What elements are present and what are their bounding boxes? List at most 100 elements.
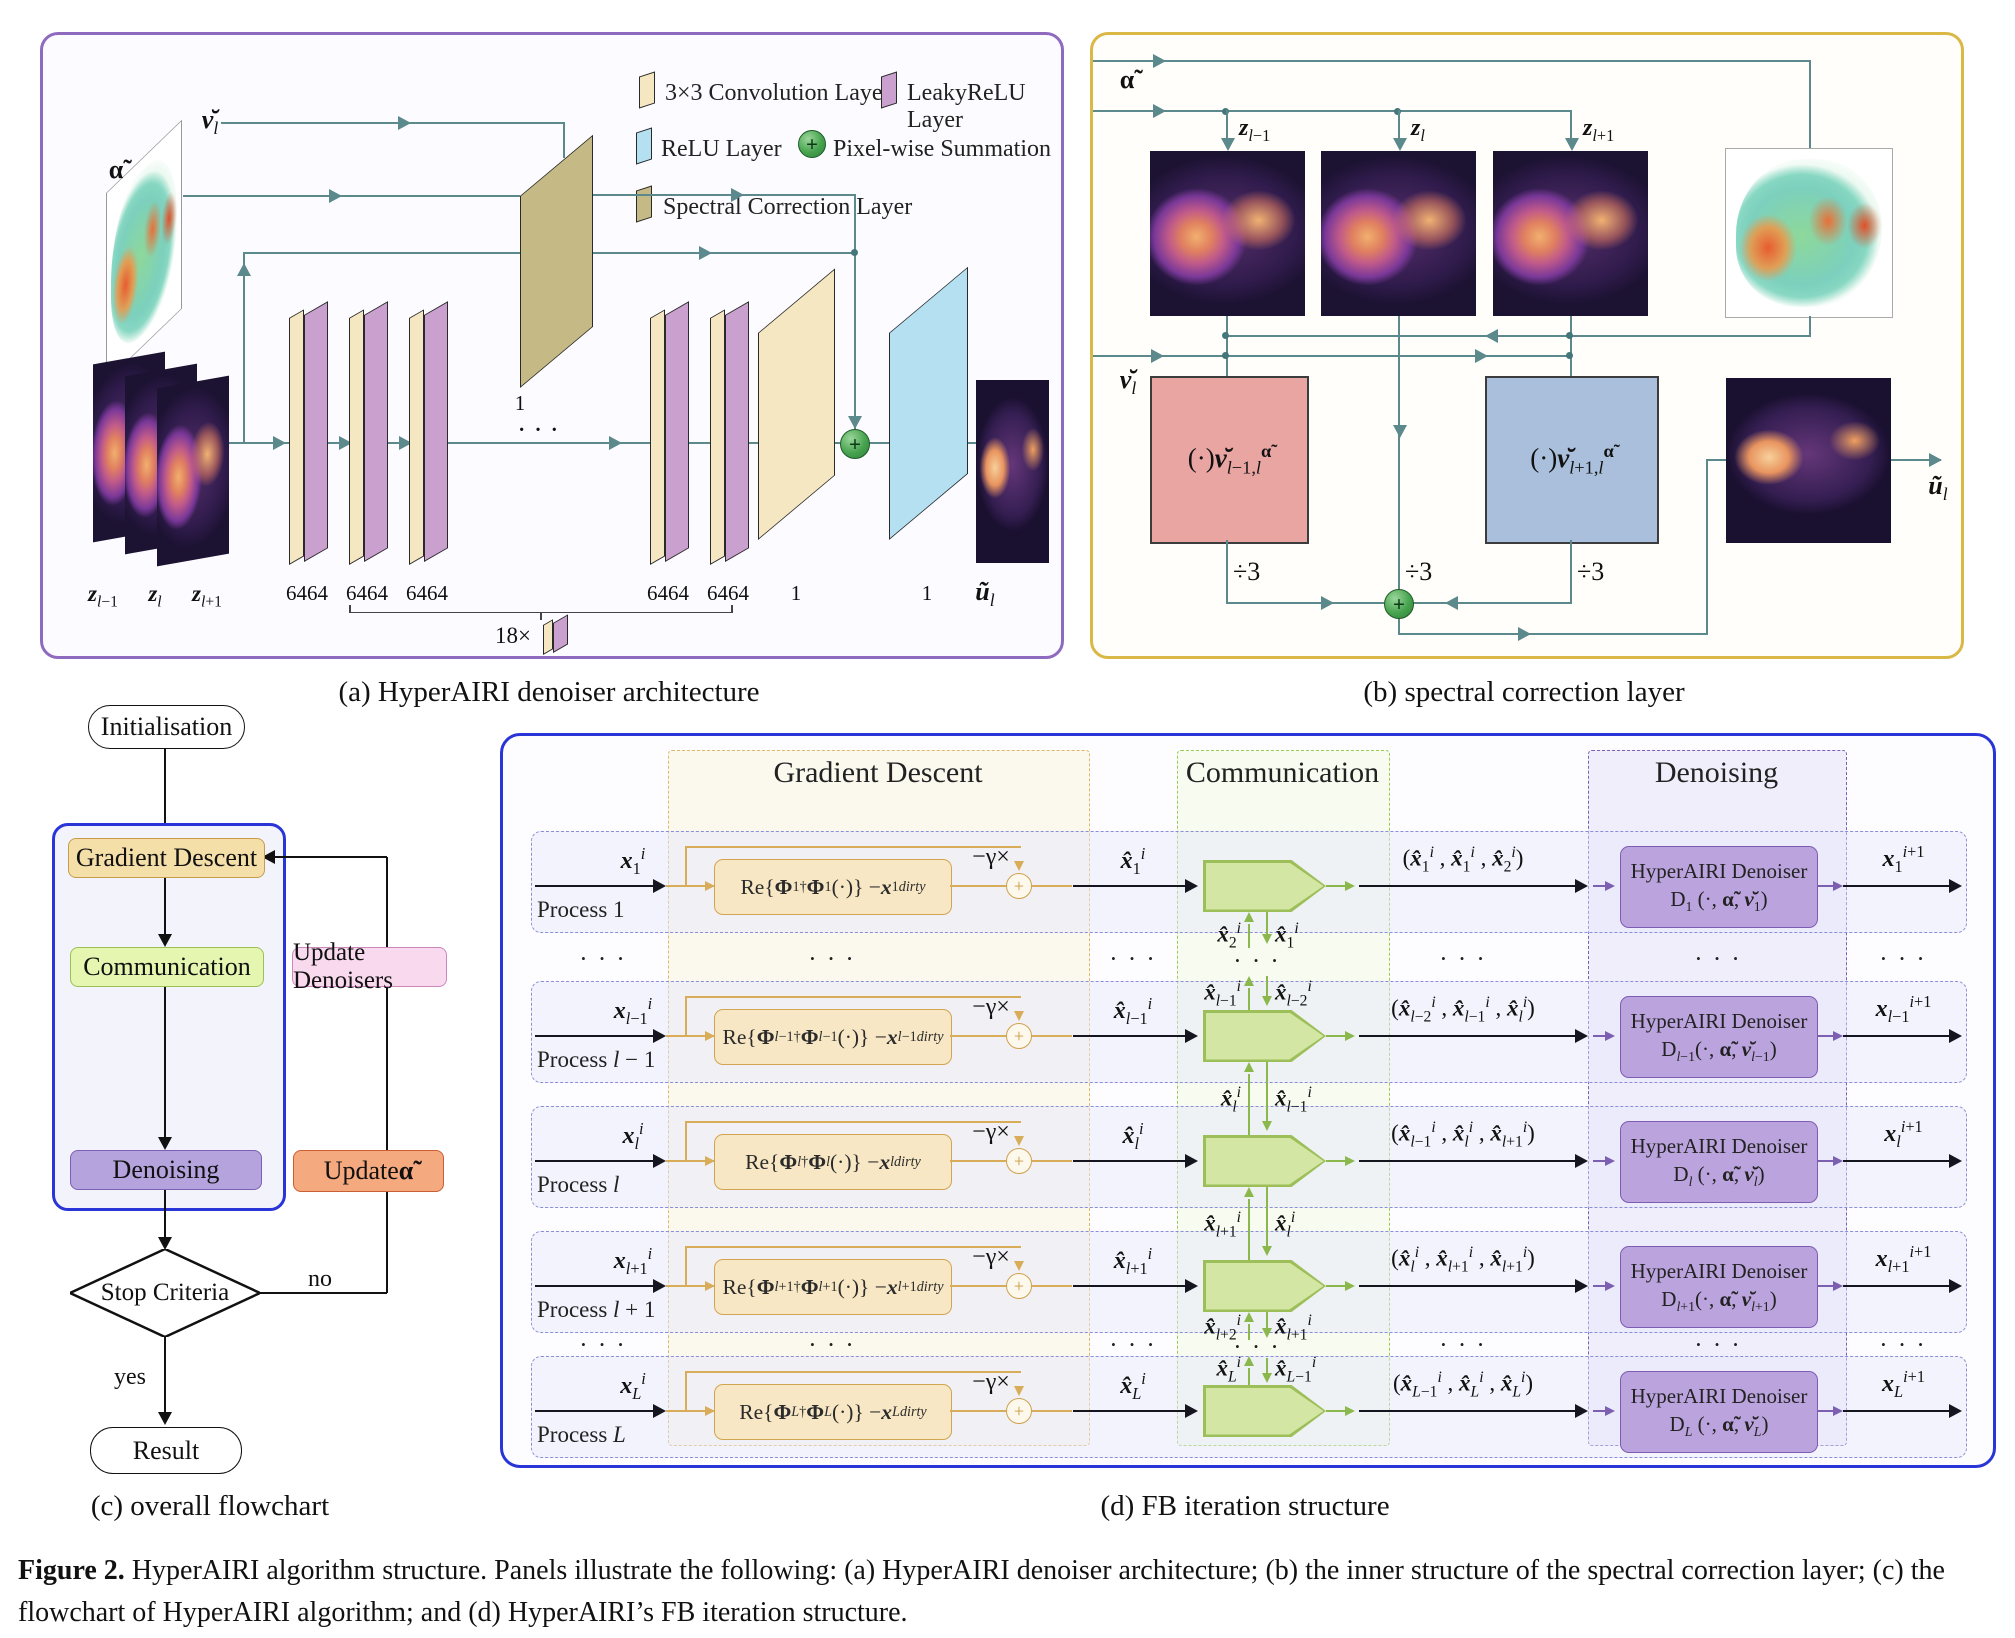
input-label: xli <box>622 1119 644 1153</box>
tuple-label: (x̂L−1i , x̂Li , x̂Li) <box>1392 1369 1534 1401</box>
arrowhead <box>653 879 666 893</box>
arrowhead <box>1244 1187 1254 1197</box>
connector <box>950 1160 1006 1162</box>
sum-node-icon: + <box>798 130 826 158</box>
denoiser-box: HyperAIRI Denoiser Dl (·, α̃, ν̆l) <box>1620 1121 1818 1203</box>
connector <box>950 1410 1006 1412</box>
conv-plate-single <box>758 268 835 540</box>
connector <box>685 1121 1021 1123</box>
connector <box>164 1188 166 1237</box>
connector <box>1570 540 1572 604</box>
update-alpha-node: Update α̃ <box>293 1150 444 1192</box>
z-plus-label: zl+1 <box>192 581 222 611</box>
arrowhead <box>1014 1011 1024 1021</box>
arrowhead <box>1014 1136 1024 1146</box>
output-image <box>976 380 1049 563</box>
brace-tick <box>731 605 733 612</box>
ellipsis: · · · <box>579 946 627 973</box>
connector <box>1266 912 1269 938</box>
xhat-label: x̂li <box>1122 1119 1144 1153</box>
denoiser-name: HyperAIRI Denoiser <box>1630 858 1808 883</box>
alpha-blob <box>1735 159 1883 307</box>
ellipsis: · · · <box>1233 1334 1281 1361</box>
connector <box>1593 885 1611 888</box>
gamma-label: −γ× <box>972 994 1010 1020</box>
arrowhead <box>653 1404 666 1418</box>
figure-caption-text: HyperAIRI algorithm structure. Panels il… <box>18 1555 1945 1628</box>
stop-criteria-label: Stop Criteria <box>100 1279 230 1306</box>
arrowhead <box>1605 1280 1615 1291</box>
connector <box>1093 110 1571 113</box>
process-label: Process 1 <box>537 897 625 922</box>
stop-criteria-diamond <box>70 1249 260 1337</box>
connector <box>221 122 563 124</box>
arrowhead <box>1153 104 1166 118</box>
conv-plate <box>289 309 304 565</box>
connector <box>260 1292 387 1294</box>
ellipsis: · · · <box>1439 1332 1487 1359</box>
arrowhead <box>1949 879 1962 893</box>
arrowhead <box>731 188 744 202</box>
arrowhead <box>1244 1356 1254 1366</box>
connector <box>535 1284 653 1288</box>
comm-node: Communication <box>70 947 264 987</box>
gd-header: Gradient Descent <box>773 756 983 789</box>
connector <box>1226 602 1384 604</box>
no-label: no <box>308 1266 332 1292</box>
connector <box>1398 110 1400 142</box>
legend-relu-label: ReLU Layer <box>661 136 782 162</box>
leakyrelu-plate <box>424 301 448 562</box>
process-label: Process l <box>537 1172 620 1197</box>
corrected-output-image <box>1726 378 1891 543</box>
legend-leakyrelu-label: LeakyReLU Layer <box>907 80 1026 133</box>
arrowhead <box>1262 996 1272 1006</box>
spectral-correction-plate <box>520 134 593 388</box>
arrowhead <box>1262 1121 1272 1131</box>
exchange-down-label: x̂l−2i <box>1275 978 1312 1010</box>
arrowhead <box>1262 1246 1272 1256</box>
denoiser-signature: Dl (·, α̃, ν̆l) <box>1673 1162 1765 1190</box>
arrowhead <box>705 881 715 891</box>
connector <box>1266 1187 1269 1250</box>
power-box-right: (·)ν̆l+1,lα̃ <box>1485 376 1659 544</box>
arrowhead <box>1929 453 1942 467</box>
leakyrelu-layer-icon <box>881 71 897 109</box>
connector <box>1843 884 1951 888</box>
comm-header: Communication <box>1185 756 1380 789</box>
connector <box>1593 1285 1611 1288</box>
connector <box>183 195 520 197</box>
relu-layer-icon <box>636 127 652 165</box>
divide-label: ÷3 <box>1233 557 1261 586</box>
process-label: Process l − 1 <box>537 1047 656 1072</box>
connector <box>1412 602 1572 604</box>
tuple-label: (x̂l−1i , x̂li , x̂l+1i) <box>1391 1119 1535 1151</box>
leakyrelu-plate <box>665 301 689 562</box>
ellipsis: · · · <box>1233 948 1281 975</box>
arrowhead <box>1345 1155 1355 1166</box>
arrowhead <box>158 1137 172 1150</box>
z-mid-label: zl <box>1411 115 1425 145</box>
arrowhead <box>1244 1062 1254 1072</box>
arrowhead <box>1345 1280 1355 1291</box>
denoiser-signature: D1 (·, α̃, ν̆1) <box>1670 887 1768 915</box>
connector <box>1398 633 1706 635</box>
panel-a-denoiser-architecture: 3×3 Convolution Layer LeakyReLU Layer Re… <box>40 32 1064 659</box>
sum-node-small: + <box>1006 1273 1032 1299</box>
arrowhead <box>1949 1154 1962 1168</box>
ellipsis: · · · <box>1694 946 1742 973</box>
brace-tick <box>540 612 542 620</box>
arrowhead <box>237 263 251 276</box>
arrowhead <box>1262 1328 1272 1338</box>
ellipsis: · · · <box>1694 1332 1742 1359</box>
pixelwise-sum-node: + <box>1384 589 1414 619</box>
leakyrelu-plate <box>364 301 388 562</box>
sum-node-small: + <box>1006 873 1032 899</box>
xhat-label: x̂l+1i <box>1113 1244 1153 1278</box>
connector <box>685 1371 1021 1373</box>
connector <box>666 1160 716 1162</box>
gamma-label: −γ× <box>972 1369 1010 1395</box>
z-mid-label: zl <box>148 581 162 611</box>
xhat-label: x̂1i <box>1120 844 1146 878</box>
